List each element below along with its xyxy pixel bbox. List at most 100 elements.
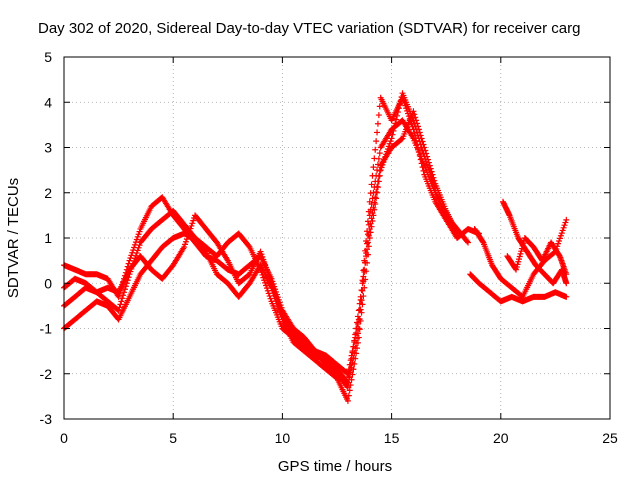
data-point-marker xyxy=(187,225,194,232)
data-point-marker xyxy=(556,238,563,245)
data-point-marker xyxy=(374,189,381,196)
x-tick-label: 5 xyxy=(169,430,177,446)
data-point-marker xyxy=(430,179,437,186)
data-point-marker xyxy=(378,164,385,171)
data-point-marker xyxy=(363,238,370,245)
chart-title: Day 302 of 2020, Sidereal Day-to-day VTE… xyxy=(38,20,580,37)
y-tick-label: 3 xyxy=(44,140,52,156)
data-point-marker xyxy=(270,285,277,292)
data-point-marker xyxy=(359,287,366,294)
data-points xyxy=(61,90,570,404)
data-point-marker xyxy=(133,250,140,257)
data-point-marker xyxy=(432,185,439,192)
data-point-marker xyxy=(556,235,563,242)
data-point-marker xyxy=(267,277,274,284)
series-track-2 xyxy=(61,108,461,386)
data-point-marker xyxy=(518,245,525,252)
data-point-marker xyxy=(562,219,569,226)
x-tick-label: 25 xyxy=(602,430,618,446)
data-point-marker xyxy=(414,141,421,148)
data-point-marker xyxy=(375,112,382,119)
data-point-marker xyxy=(425,164,431,171)
data-point-marker xyxy=(425,166,432,173)
data-point-marker xyxy=(558,230,565,237)
data-point-marker xyxy=(557,232,564,239)
data-point-marker xyxy=(371,206,378,213)
data-point-marker xyxy=(352,355,359,362)
data-point-marker xyxy=(374,129,381,136)
data-point-marker xyxy=(386,140,393,147)
data-point-marker xyxy=(418,144,425,151)
data-point-marker xyxy=(415,149,422,156)
data-point-marker xyxy=(372,201,379,208)
data-point-marker xyxy=(202,247,209,254)
data-point-marker xyxy=(376,172,383,179)
data-point-marker xyxy=(350,343,357,350)
data-point-marker xyxy=(375,178,382,185)
data-point-marker xyxy=(407,118,414,125)
data-point-marker xyxy=(365,208,372,215)
data-point-marker xyxy=(360,273,367,280)
y-tick-label: 2 xyxy=(44,185,52,201)
data-point-marker xyxy=(410,117,417,124)
data-point-marker xyxy=(278,309,285,316)
data-point-marker xyxy=(185,230,192,237)
series-track-3 xyxy=(61,90,439,404)
data-point-marker xyxy=(347,382,354,389)
data-point-marker xyxy=(121,286,128,293)
data-point-marker xyxy=(419,164,426,171)
data-point-marker xyxy=(393,116,400,123)
data-point-marker xyxy=(391,124,398,131)
data-point-marker xyxy=(519,242,526,249)
data-point-marker xyxy=(418,160,425,167)
data-point-marker xyxy=(258,251,265,258)
data-point-marker xyxy=(479,238,486,245)
data-point-marker xyxy=(401,100,408,107)
data-point-marker xyxy=(380,159,387,166)
data-point-marker xyxy=(431,182,438,189)
data-point-marker xyxy=(559,227,566,234)
y-tick-label: -3 xyxy=(40,411,53,427)
data-point-marker xyxy=(268,280,275,287)
data-point-marker xyxy=(372,194,379,201)
data-point-marker xyxy=(360,267,367,274)
data-point-marker xyxy=(136,228,143,235)
data-point-marker xyxy=(346,361,353,368)
data-point-marker xyxy=(389,131,396,138)
data-point-marker xyxy=(134,233,141,240)
data-point-marker xyxy=(272,290,279,297)
data-point-marker xyxy=(354,320,361,327)
data-point-marker xyxy=(357,296,364,303)
series-track-1 xyxy=(61,117,472,391)
data-point-marker xyxy=(263,267,270,274)
data-point-marker xyxy=(402,102,409,109)
data-point-marker xyxy=(376,150,383,157)
data-point-marker xyxy=(135,244,142,251)
data-point-marker xyxy=(348,352,355,359)
data-point-marker xyxy=(181,244,188,251)
data-point-marker xyxy=(363,268,370,275)
data-point-marker xyxy=(420,167,427,174)
data-point-marker xyxy=(257,248,264,255)
data-point-marker xyxy=(364,228,371,235)
data-point-marker xyxy=(465,239,472,246)
grid-lines xyxy=(64,57,610,419)
y-tick-label: 4 xyxy=(44,94,52,110)
data-point-marker xyxy=(262,261,269,268)
data-point-marker xyxy=(399,94,406,101)
data-point-marker xyxy=(367,190,374,197)
data-point-marker xyxy=(345,373,352,380)
data-point-marker xyxy=(400,97,407,104)
data-point-marker xyxy=(273,296,280,303)
data-point-marker xyxy=(382,153,389,160)
data-point-marker xyxy=(373,195,380,202)
data-point-marker xyxy=(513,264,520,271)
data-point-marker xyxy=(379,161,386,168)
data-point-marker xyxy=(260,256,267,263)
x-tick-labels: 0 5 10 15 20 25 xyxy=(60,430,618,446)
data-point-marker xyxy=(563,280,570,287)
data-point-marker xyxy=(188,222,195,229)
data-point-marker xyxy=(190,217,197,224)
series-track-4 xyxy=(61,94,482,377)
data-point-marker xyxy=(376,103,383,110)
